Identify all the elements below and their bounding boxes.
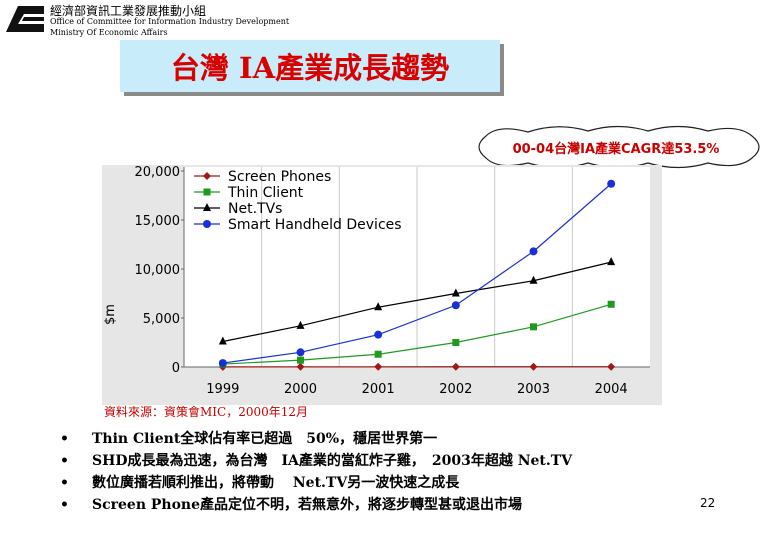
data-point xyxy=(607,362,616,371)
data-point xyxy=(296,320,305,329)
series-line xyxy=(222,303,612,365)
bullet-item: • 數位廣播若順利推出，將帶動 Net.TV另一波快速之成長 xyxy=(58,472,572,494)
organization-logo xyxy=(4,2,46,36)
data-point xyxy=(203,220,211,228)
legend-entry: Screen Phones xyxy=(228,169,331,185)
data-point xyxy=(452,339,460,346)
legend-entry: Smart Handheld Devices xyxy=(228,217,402,233)
data-point xyxy=(530,323,537,331)
y-tick-label: 20,000 xyxy=(135,165,181,180)
series-line xyxy=(222,183,612,364)
bullet-list: • Thin Client全球佔有率已超過 50%，穩居世界第一 • SHD成長最為… xyxy=(58,428,572,516)
data-point xyxy=(203,188,211,196)
bullet-text: Screen Phone產品定位不明，若無意外，將逐步轉型甚或退出市場 xyxy=(92,497,523,513)
x-tick-label: 2004 xyxy=(595,382,628,397)
data-point xyxy=(203,203,211,211)
bullet-dot-icon: • xyxy=(60,431,69,447)
bullet-dot-icon: • xyxy=(60,453,69,469)
data-point xyxy=(529,275,538,284)
bullet-dot-icon: • xyxy=(60,497,69,513)
x-tick-label: 2001 xyxy=(362,382,395,397)
bullet-item: • Thin Client全球佔有率已超過 50%，穩居世界第一 xyxy=(58,428,572,450)
y-tick-label: 0 xyxy=(172,361,180,376)
data-point xyxy=(451,301,460,310)
data-point xyxy=(297,356,304,364)
bullet-item: • Screen Phone產品定位不明，若無意外，將逐步轉型甚或退出市場 xyxy=(58,494,572,516)
data-point xyxy=(296,348,305,357)
x-tick-label: 2003 xyxy=(517,382,550,397)
x-tick-label: 2002 xyxy=(439,382,472,397)
data-point xyxy=(529,247,538,256)
y-tick-label: 5,000 xyxy=(143,312,180,327)
x-tick-label: 1999 xyxy=(206,382,239,397)
y-tick-label: 15,000 xyxy=(135,214,181,229)
data-point xyxy=(218,336,227,345)
data-point xyxy=(451,362,460,371)
data-point xyxy=(374,330,383,339)
series-line xyxy=(222,261,612,343)
data-point xyxy=(203,172,211,180)
bullet-item: • SHD成長最為迅速，為台灣 IA產業的當紅炸子雞， 2003年超越 Net.T… xyxy=(58,450,572,472)
data-point xyxy=(374,302,383,311)
ministry-name-en: Ministry Of Economic Affairs xyxy=(50,28,168,37)
organization-name-en: Office of Committee for Information Indu… xyxy=(50,17,290,26)
bullet-text: Thin Client全球佔有率已超過 50%，穩居世界第一 xyxy=(92,431,438,447)
legend-entry: Thin Client xyxy=(227,185,304,201)
data-point xyxy=(529,362,538,371)
data-point xyxy=(607,179,616,188)
source-note: 資料來源：資策會MIC，2000年12月 xyxy=(104,405,309,419)
title-box: 台灣 IA產業成長趨勢 xyxy=(120,40,500,92)
line-chart: 0 5,000 10,000 15,000 20,000 1999 2000 2001 2002… xyxy=(102,165,662,405)
bullet-dot-icon: • xyxy=(60,475,69,491)
data-point xyxy=(374,350,382,358)
organization-name-cn: 經濟部資訊工業發展推動小組 xyxy=(50,4,207,18)
y-axis-label: $m xyxy=(103,304,118,325)
bullet-text: SHD成長最為迅速，為台灣 IA產業的當紅炸子雞， 2003年超越 Net.TV xyxy=(92,453,573,469)
callout-text: 00-04台灣IA產業CAGR達53.5% xyxy=(512,141,720,157)
data-point xyxy=(296,362,305,371)
y-tick-label: 10,000 xyxy=(135,263,181,278)
legend-entry: Net.TVs xyxy=(228,201,282,217)
data-point xyxy=(374,362,383,371)
data-point xyxy=(607,300,615,308)
x-tick-label: 2000 xyxy=(284,382,317,397)
data-point xyxy=(218,359,227,368)
page-title: 台灣 IA產業成長趨勢 xyxy=(170,51,450,85)
page-number: 22 xyxy=(700,496,716,510)
data-point xyxy=(451,288,460,297)
data-point xyxy=(607,257,616,266)
bullet-text: 數位廣播若順利推出，將帶動 Net.TV另一波快速之成長 xyxy=(92,475,460,491)
